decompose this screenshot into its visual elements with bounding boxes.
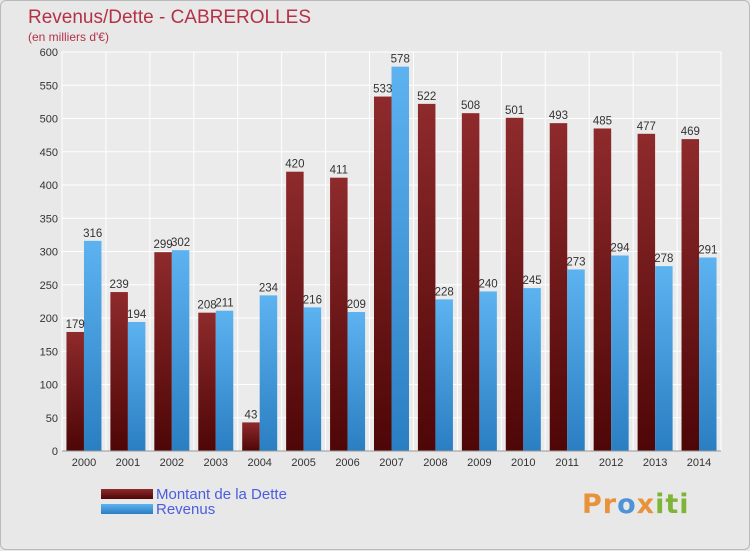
data-label-debt: 43 [245,409,258,421]
data-label-debt: 208 [197,300,216,312]
x-tick-label: 2008 [423,457,447,469]
data-label-revenue: 245 [522,275,541,287]
x-tick-label: 2012 [599,457,623,469]
x-tick-label: 2003 [204,457,228,469]
x-tick-label: 2006 [335,457,359,469]
bar-debt [154,252,172,451]
bar-debt [681,139,700,452]
data-label-debt: 420 [285,159,304,171]
data-label-debt: 501 [505,105,524,117]
bar-revenue [171,250,190,451]
bar-revenue [523,288,541,451]
bar-debt [110,292,128,451]
bar-debt [286,171,304,451]
data-label-revenue: 194 [127,309,147,321]
data-label-revenue: 316 [83,228,102,240]
y-tick-label: 400 [40,180,58,192]
bar-debt [593,128,612,451]
y-tick-label: 550 [40,80,58,92]
data-label-revenue: 216 [303,294,322,306]
data-label-revenue: 228 [435,286,454,298]
x-tick-label: 2010 [511,457,535,469]
x-tick-label: 2000 [72,457,96,469]
y-tick-label: 200 [40,313,58,325]
bars-layer [66,66,717,452]
bar-revenue [611,255,629,451]
x-tick-label: 2009 [467,457,491,469]
bar-revenue [699,257,717,451]
data-label-revenue: 291 [698,244,717,256]
y-tick-label: 600 [40,47,58,59]
bar-debt [417,103,436,452]
data-label-debt: 508 [461,100,480,112]
data-label-revenue: 294 [610,242,630,254]
y-tick-label: 50 [46,413,58,425]
bar-debt [330,177,348,451]
bar-revenue [347,312,366,451]
bar-revenue [567,269,585,451]
chart-subtitle: (en milliers d'€) [28,30,109,44]
bar-debt [374,96,392,452]
y-tick-label: 300 [40,247,58,259]
data-label-revenue: 240 [479,278,498,290]
bar-debt [198,312,216,451]
x-tick-label: 2005 [291,457,315,469]
y-tick-label: 150 [40,346,58,358]
data-label-debt: 522 [417,91,436,103]
data-label-revenue: 302 [171,237,190,249]
bar-revenue [479,291,497,451]
y-tick-label: 100 [40,380,58,392]
data-label-debt: 179 [66,319,85,331]
bar-revenue [127,321,146,451]
bar-revenue [391,66,409,451]
y-tick-label: 250 [40,280,58,292]
bar-revenue [83,240,102,451]
bar-debt [461,113,480,452]
data-label-revenue: 211 [215,298,233,310]
data-label-debt: 299 [153,239,172,251]
bar-revenue [259,295,278,451]
bar-revenue [215,310,234,451]
bar-revenue [303,307,322,451]
axis-layer: 0 50 100 150 200 250 300 350 400 450 500 550 600 179 3… [40,47,721,469]
x-tick-label: 2002 [160,457,184,469]
data-label-debt: 411 [330,165,348,177]
legend-swatch-revenue [101,504,153,514]
chart-title: Revenus/Dette - CABREROLLES [28,7,312,28]
y-tick-label: 350 [40,213,58,225]
data-label-revenue: 234 [259,282,279,294]
x-tick-label: 2014 [687,457,711,469]
data-label-revenue: 278 [654,253,673,265]
data-label-debt: 485 [593,115,612,127]
data-label-debt: 533 [373,84,392,96]
legend-swatch-debt [101,489,153,499]
x-tick-label: 2001 [116,457,140,469]
x-tick-label: 2004 [247,457,271,469]
bar-revenue [655,266,673,451]
y-tick-label: 450 [40,147,58,159]
bar-debt [637,133,656,452]
data-label-revenue: 273 [566,256,585,268]
x-tick-label: 2011 [555,457,579,469]
brand-logo: Proxiti [582,489,690,520]
x-tick-label: 2007 [379,457,403,469]
legend-label-debt: Montant de la Dette [156,486,287,503]
bar-debt [242,422,260,451]
x-tick-label: 2013 [643,457,667,469]
data-label-revenue: 209 [347,299,366,311]
bar-debt [505,117,524,452]
data-label-debt: 469 [681,126,700,138]
data-label-debt: 493 [549,110,568,122]
data-label-revenue: 578 [391,54,410,66]
legend-label-revenue: Revenus [156,501,216,518]
bar-debt [549,123,568,451]
y-tick-label: 500 [40,114,58,126]
y-tick-label: 0 [52,446,58,458]
bar-revenue [435,299,453,451]
data-label-debt: 477 [637,121,656,133]
bar-debt [66,331,84,451]
data-label-debt: 239 [110,279,129,291]
